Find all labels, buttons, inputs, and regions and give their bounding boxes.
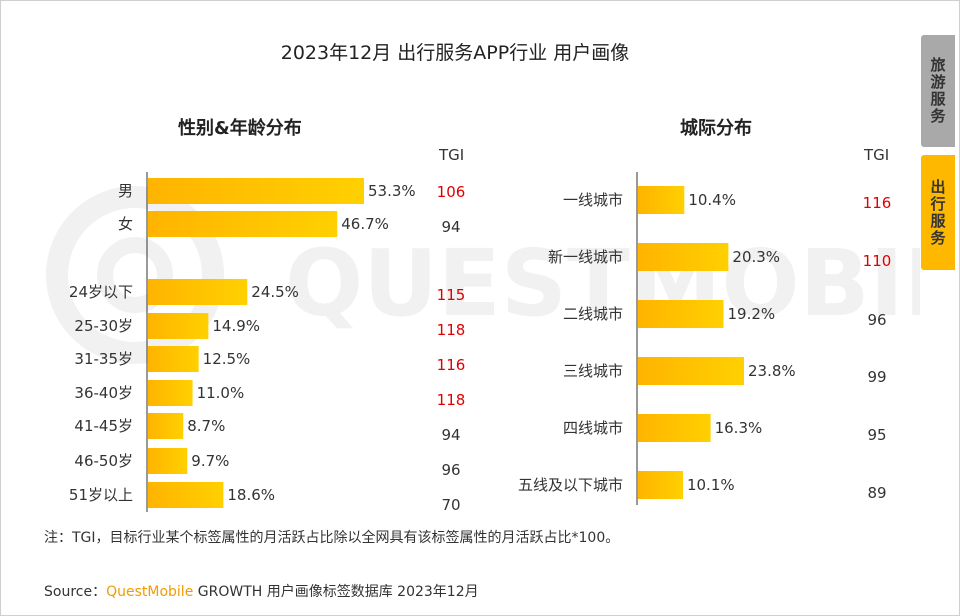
value-label: 11.0%	[197, 384, 245, 402]
bar	[148, 279, 248, 305]
category-label: 41-45岁	[74, 417, 133, 435]
page-title: 2023年12月 出行服务APP行业 用户画像	[280, 42, 630, 64]
city-tier-title: 城际分布	[680, 118, 752, 139]
source-brand: QuestMobile	[106, 584, 194, 600]
value-label: 53.3%	[368, 182, 416, 200]
tgi-value: 96	[441, 461, 460, 479]
category-label: 五线及以下城市	[518, 476, 623, 494]
category-label: 三线城市	[563, 362, 623, 380]
bar	[148, 178, 364, 204]
bar	[638, 243, 729, 271]
bar	[638, 414, 711, 442]
value-label: 24.5%	[251, 283, 299, 301]
tgi-header-left: TGI	[439, 146, 465, 164]
source-prefix: Source：	[44, 584, 107, 600]
tgi-value: 118	[437, 321, 466, 339]
value-label: 16.3%	[715, 419, 763, 437]
category-label: 男	[118, 182, 133, 200]
bar	[638, 300, 724, 328]
bar	[148, 448, 188, 474]
footnote: 注：TGI，目标行业某个标签属性的月活跃占比除以全网具有该标签属性的月活跃占比*…	[44, 530, 620, 546]
value-label: 46.7%	[341, 215, 389, 233]
category-label: 女	[118, 215, 133, 233]
category-label: 31-35岁	[74, 350, 133, 368]
tab-trip-service[interactable]: 出行服务	[921, 155, 955, 270]
tgi-value: 95	[867, 426, 886, 444]
category-label: 25-30岁	[74, 317, 133, 335]
category-label: 四线城市	[563, 419, 623, 437]
tgi-value: 110	[863, 252, 892, 270]
bar	[638, 186, 685, 214]
category-label: 二线城市	[563, 305, 623, 323]
category-label: 24岁以下	[69, 283, 133, 301]
value-label: 20.3%	[732, 248, 780, 266]
bar	[148, 346, 199, 372]
value-label: 19.2%	[728, 305, 776, 323]
tgi-value: 99	[867, 368, 886, 386]
category-label: 一线城市	[563, 191, 623, 209]
tgi-value: 115	[437, 286, 466, 304]
value-label: 23.8%	[748, 362, 796, 380]
value-label: 10.1%	[687, 476, 735, 494]
value-label: 14.9%	[212, 317, 260, 335]
tgi-value: 116	[437, 356, 466, 374]
tab-travel-service[interactable]: 旅游服务	[921, 35, 955, 147]
value-label: 18.6%	[227, 486, 275, 504]
value-label: 12.5%	[203, 350, 251, 368]
bar	[148, 211, 338, 237]
gender-age-bars: 男 53.3% 106 女 46.7% 94 24岁以下 24.5% 115 25-30岁 14.9…	[69, 178, 465, 514]
value-label: 9.7%	[191, 452, 229, 470]
tgi-value: 96	[867, 311, 886, 329]
tgi-value: 94	[441, 426, 460, 444]
city-tier-bars: 一线城市 10.4% 116 新一线城市 20.3% 110 二线城市 19.2% 96 三线城市…	[518, 186, 891, 502]
tgi-value: 106	[437, 183, 466, 201]
tgi-value: 94	[441, 218, 460, 236]
bar	[638, 471, 683, 499]
bar	[148, 482, 224, 508]
source-suffix: GROWTH 用户画像标签数据库 2023年12月	[193, 584, 479, 600]
category-label: 51岁以上	[69, 486, 133, 504]
tgi-header-right: TGI	[864, 146, 890, 164]
bar	[148, 413, 184, 439]
tgi-value: 70	[441, 496, 460, 514]
category-label: 36-40岁	[74, 384, 133, 402]
tgi-value: 89	[867, 484, 886, 502]
gender-age-title: 性别&年龄分布	[178, 118, 302, 139]
bar	[638, 357, 744, 385]
category-label: 新一线城市	[548, 248, 623, 266]
category-label: 46-50岁	[74, 452, 133, 470]
bar	[148, 313, 209, 339]
bar	[148, 380, 193, 406]
source-line: Source：QuestMobile GROWTH 用户画像标签数据库 2023…	[44, 581, 479, 601]
tgi-value: 118	[437, 391, 466, 409]
tgi-value: 116	[863, 194, 892, 212]
value-label: 8.7%	[187, 417, 225, 435]
value-label: 10.4%	[688, 191, 736, 209]
